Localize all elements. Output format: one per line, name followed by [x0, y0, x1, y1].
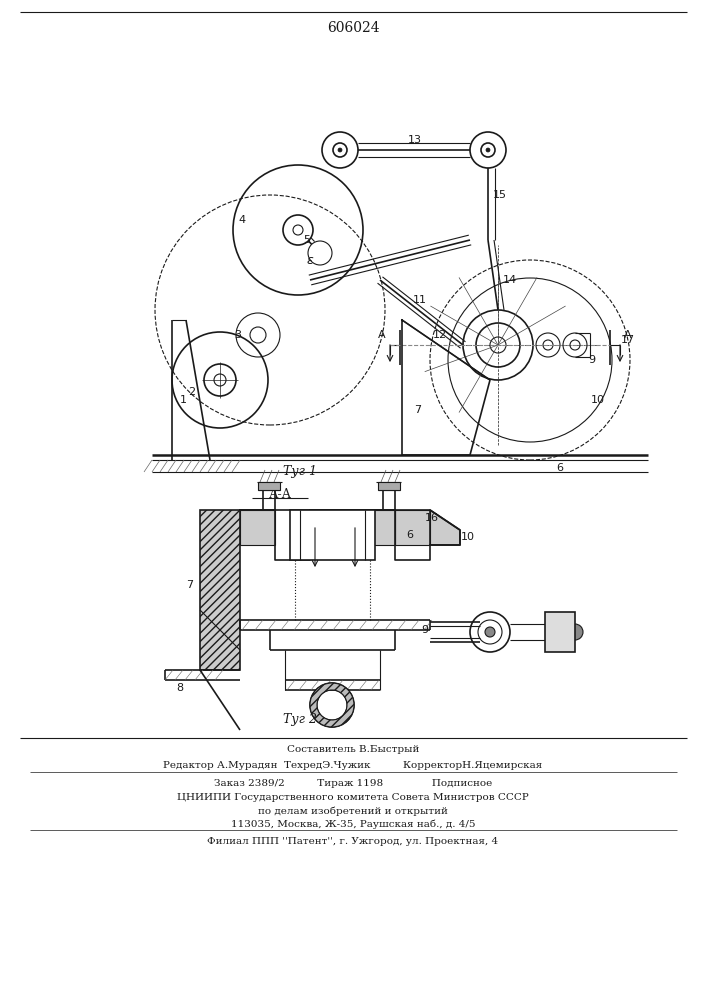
Text: 4: 4 [238, 215, 245, 225]
Text: 12: 12 [433, 330, 447, 340]
Text: 2: 2 [189, 387, 196, 397]
Text: 6: 6 [556, 463, 563, 473]
Text: 7: 7 [187, 580, 194, 590]
Text: Филиал ППП ''Патент'', г. Ужгород, ул. Проектная, 4: Филиал ППП ''Патент'', г. Ужгород, ул. П… [207, 838, 498, 846]
Text: 9: 9 [588, 355, 595, 365]
Text: 5: 5 [303, 235, 310, 245]
Text: ε: ε [307, 253, 313, 266]
Bar [290, 510, 375, 560]
Bar [240, 510, 275, 545]
Circle shape [486, 148, 490, 152]
Text: 8: 8 [177, 683, 184, 693]
Text: 14: 14 [503, 275, 517, 285]
Text: 13: 13 [408, 135, 422, 145]
Text: 15: 15 [493, 190, 507, 200]
Circle shape [338, 148, 342, 152]
Text: 3: 3 [235, 330, 242, 340]
Text: ЦНИИПИ Государственного комитета Совета Министров СССР: ЦНИИПИ Государственного комитета Совета … [177, 794, 529, 802]
Bar [310, 510, 395, 545]
Text: Заказ 2389/2          Тираж 1198               Подписное: Заказ 2389/2 Тираж 1198 Подписное [214, 780, 492, 788]
Circle shape [485, 627, 495, 637]
Text: 6: 6 [407, 530, 414, 540]
Bar [258, 482, 280, 490]
Polygon shape [430, 510, 460, 545]
Bar [378, 482, 400, 490]
Text: по делам изобретений и открытий: по делам изобретений и открытий [258, 806, 448, 816]
Text: 11: 11 [413, 295, 427, 305]
Text: Редактор А.Мурадян  ТехредЭ.Чужик          КорректорН.Яцемирская: Редактор А.Мурадян ТехредЭ.Чужик Коррект… [163, 762, 543, 770]
Text: А: А [378, 330, 386, 340]
Circle shape [567, 624, 583, 640]
Wedge shape [310, 683, 354, 727]
Bar [545, 612, 575, 652]
Text: 606024: 606024 [327, 21, 380, 35]
Text: 113035, Москва, Ж-35, Раушская наб., д. 4/5: 113035, Москва, Ж-35, Раушская наб., д. … [230, 819, 475, 829]
Text: 10: 10 [591, 395, 605, 405]
Bar [395, 510, 430, 545]
Text: Составитель В.Быстрый: Составитель В.Быстрый [287, 746, 419, 754]
Text: 7: 7 [414, 405, 421, 415]
Text: 10: 10 [461, 532, 475, 542]
Text: Τуг 1: Τуг 1 [283, 466, 317, 479]
Text: Τуг 2: Τуг 2 [283, 714, 317, 726]
Bar [200, 510, 240, 670]
Text: А-А: А-А [269, 488, 291, 502]
Text: 1: 1 [180, 395, 187, 405]
Text: 9: 9 [421, 625, 428, 635]
Text: А: А [624, 330, 632, 340]
Text: 17: 17 [621, 335, 635, 345]
Text: 16: 16 [425, 513, 439, 523]
